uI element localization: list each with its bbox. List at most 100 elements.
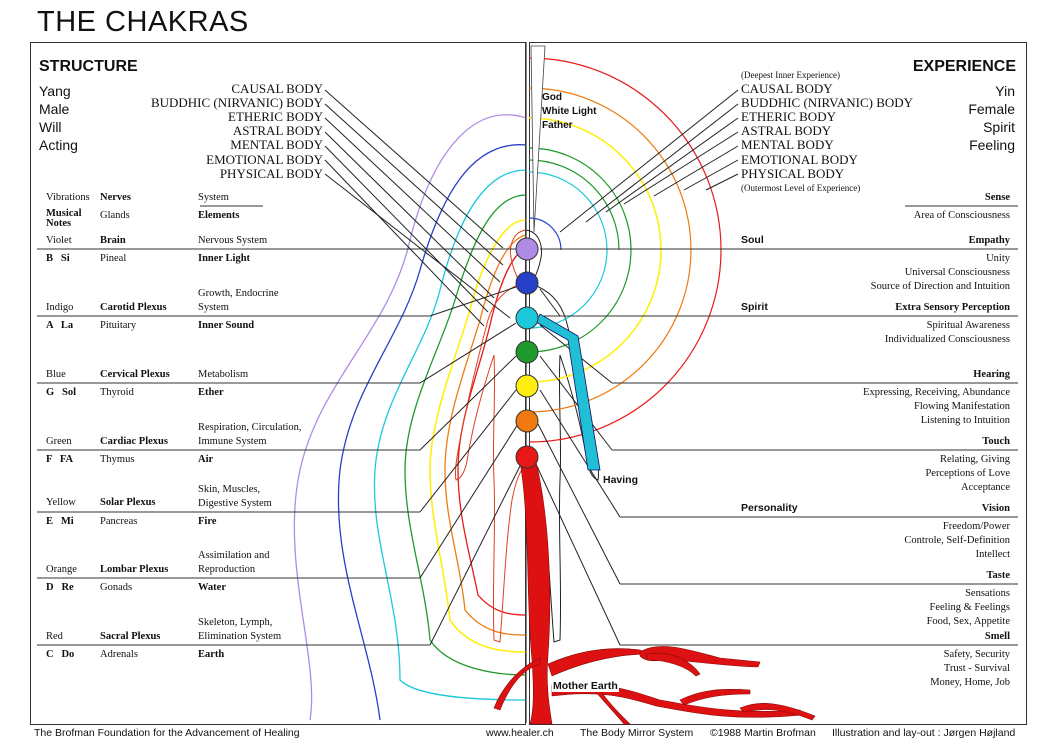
area-3-line-0: Relating, Giving bbox=[940, 454, 1010, 465]
arc-orange bbox=[528, 87, 692, 413]
conn-r-2 bbox=[539, 288, 561, 317]
area-6-line-1: Trust - Survival bbox=[943, 663, 1010, 674]
conn-l-5 bbox=[419, 389, 517, 513]
vib-red: Red bbox=[46, 631, 63, 642]
chakra-root bbox=[515, 445, 539, 469]
conn-r-6 bbox=[537, 423, 621, 585]
area-6-line-2: Money, Home, Job bbox=[930, 677, 1010, 688]
element-inner-light: Inner Light bbox=[198, 253, 251, 264]
vib-blue: Blue bbox=[46, 369, 66, 380]
ptr-l-emotional bbox=[324, 159, 485, 327]
vib-green: Green bbox=[46, 436, 72, 447]
earth-roots bbox=[493, 461, 816, 725]
system-skeleton: Skeleton, Lymph, Elimination System bbox=[198, 617, 282, 642]
conn-r-4 bbox=[539, 355, 613, 451]
hdr-elements: Elements bbox=[198, 210, 240, 221]
label-god: God bbox=[542, 92, 562, 103]
note-c-do: C Do bbox=[46, 649, 75, 660]
system-nervous: Nervous System bbox=[198, 235, 268, 246]
area-2-line-1: Flowing Manifestation bbox=[914, 401, 1010, 412]
sense-hearing: Hearing bbox=[973, 369, 1010, 380]
system-endocrine: Growth, Endocrine System bbox=[198, 288, 279, 313]
element-ether: Ether bbox=[198, 387, 224, 398]
area-0-line-0: Unity bbox=[986, 253, 1010, 264]
left-body-causal: CAUSAL BODY bbox=[231, 81, 323, 96]
right-quality-yin: Yin bbox=[995, 83, 1015, 99]
group-soul: Soul bbox=[741, 234, 764, 246]
sense-taste: Taste bbox=[986, 570, 1010, 581]
ptr-r-emotional bbox=[683, 159, 739, 191]
gland-gonads: Gonads bbox=[100, 582, 133, 593]
experience-heading: EXPERIENCE bbox=[912, 58, 1016, 75]
aura-blue bbox=[373, 169, 527, 701]
left-body-etheric: ETHERIC BODY bbox=[228, 109, 323, 124]
ptr-l-astral bbox=[324, 131, 495, 299]
system-respiration: Respiration, Circulation, Immune System bbox=[198, 422, 302, 447]
area-1-line-1: Individualized Consciousness bbox=[884, 334, 1010, 345]
arc-yellow bbox=[528, 117, 662, 383]
footer-copyright: ©1988 Martin Brofman bbox=[710, 727, 816, 739]
gland-pancreas: Pancreas bbox=[100, 516, 138, 527]
ptr-l-physical bbox=[324, 173, 511, 319]
ptr-r-etheric bbox=[605, 117, 739, 213]
footer-foundation: The Brofman Foundation for the Advanceme… bbox=[34, 727, 300, 739]
ptr-l-buddhic bbox=[324, 103, 504, 266]
area-5-line-0: Sensations bbox=[965, 588, 1010, 599]
nerve-sacral: Sacral Plexus bbox=[100, 631, 161, 642]
area-0-line-2: Source of Direction and Intuition bbox=[870, 281, 1010, 292]
system-metabolism: Metabolism bbox=[198, 369, 249, 380]
right-body-buddhic: BUDDHIC (NIRVANIC) BODY bbox=[741, 95, 914, 110]
sense-touch: Touch bbox=[982, 436, 1010, 447]
chakra-sacral bbox=[515, 409, 539, 433]
ptr-r-physical bbox=[705, 173, 739, 191]
nerve-lombar: Lombar Plexus bbox=[100, 564, 169, 575]
gland-adrenals: Adrenals bbox=[100, 649, 138, 660]
hdr-musical-notes: Musical Notes bbox=[46, 208, 82, 229]
right-quality-female: Female bbox=[968, 101, 1015, 117]
element-inner-sound: Inner Sound bbox=[198, 320, 255, 331]
ptr-r-buddhic bbox=[585, 103, 739, 223]
left-body-astral: ASTRAL BODY bbox=[232, 123, 323, 138]
area-4-line-2: Intellect bbox=[975, 549, 1010, 560]
arc-indigo bbox=[528, 171, 608, 329]
right-body-astral: ASTRAL BODY bbox=[741, 123, 832, 138]
gland-pituitary: Pituitary bbox=[100, 320, 137, 331]
sense-vision: Vision bbox=[981, 503, 1010, 514]
left-quality-will: Will bbox=[39, 119, 62, 135]
ptr-l-etheric bbox=[324, 117, 501, 283]
label-having: Having bbox=[603, 474, 639, 486]
element-earth: Earth bbox=[198, 649, 225, 660]
vib-indigo: Indigo bbox=[46, 302, 74, 313]
ptr-r-mental bbox=[653, 145, 739, 197]
hdr-nerves: Nerves bbox=[100, 192, 131, 203]
right-quality-spirit: Spirit bbox=[983, 119, 1015, 135]
area-3-line-2: Acceptance bbox=[961, 482, 1010, 493]
hdr-glands: Glands bbox=[100, 210, 130, 221]
conn-l-4 bbox=[419, 355, 517, 451]
footer-url[interactable]: www.healer.ch bbox=[486, 727, 554, 739]
vib-violet: Violet bbox=[46, 235, 72, 246]
conn-l-6 bbox=[419, 423, 519, 579]
left-quality-male: Male bbox=[39, 101, 70, 117]
note-f-fa: F FA bbox=[46, 454, 74, 465]
aura-indigo bbox=[337, 144, 527, 721]
area-2-line-2: Listening to Intuition bbox=[920, 415, 1010, 426]
chakra-third-eye bbox=[515, 271, 539, 295]
chakra-crown bbox=[515, 237, 539, 261]
right-body-physical: PHYSICAL BODY bbox=[741, 166, 845, 181]
area-5-line-1: Feeling & Feelings bbox=[929, 602, 1011, 613]
arc-red bbox=[528, 57, 722, 443]
vib-yellow: Yellow bbox=[46, 497, 76, 508]
ptr-l-mental bbox=[324, 145, 489, 313]
element-water: Water bbox=[198, 582, 226, 593]
page-title: THE CHAKRAS bbox=[37, 6, 249, 38]
vib-orange: Orange bbox=[46, 564, 77, 575]
conn-r-5 bbox=[539, 389, 621, 518]
aura-orange bbox=[444, 234, 527, 636]
hdr-area: Area of Consciousness bbox=[913, 210, 1010, 221]
gland-thyroid: Thyroid bbox=[100, 387, 134, 398]
left-quality-yang: Yang bbox=[39, 83, 71, 99]
right-body-emotional: EMOTIONAL BODY bbox=[741, 152, 858, 167]
left-body-mental: MENTAL BODY bbox=[230, 137, 323, 152]
